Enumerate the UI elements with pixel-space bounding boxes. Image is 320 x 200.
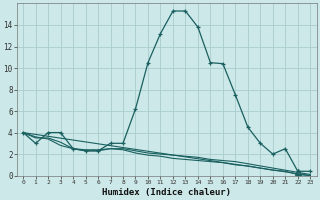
X-axis label: Humidex (Indice chaleur): Humidex (Indice chaleur): [102, 188, 231, 197]
